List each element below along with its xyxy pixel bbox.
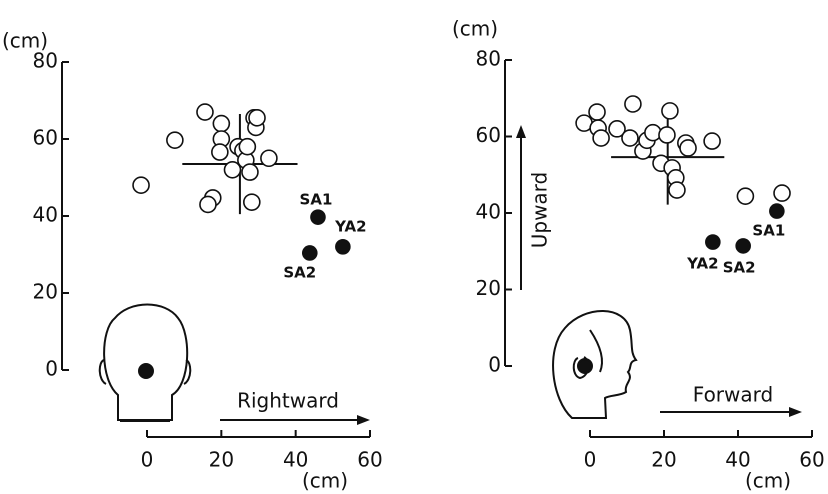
y-tick-label: 80 [476,47,501,71]
x-axis-unit: (cm) [745,469,791,493]
arrowhead [357,415,370,425]
y-tick-label: 60 [476,123,501,147]
open-point [248,109,266,127]
filled-point [301,245,318,261]
y-tick-label: 80 [33,49,58,73]
direction-label: Upward [528,172,552,249]
point-label: SA1 [752,222,785,240]
open-point [243,193,261,211]
point-label: SA2 [283,263,316,281]
open-point [661,102,679,120]
direction-label: Forward [693,383,773,407]
open-point [199,195,217,214]
head-side-icon [552,310,638,419]
y-tick-label: 20 [476,276,501,300]
x-tick-label: 60 [799,448,824,472]
x-tick-label: 60 [357,448,382,472]
filled-point [705,234,721,250]
open-point [773,184,791,202]
open-point [624,95,642,113]
y-tick-label: 0 [488,353,501,377]
point-label: SA1 [300,191,333,209]
x-tick-label: 20 [651,448,676,472]
arrowhead [516,125,526,138]
x-tick-label: 40 [283,448,308,472]
open-point [260,149,278,168]
y-tick-label: 40 [33,203,58,227]
y-axis-unit: (cm) [452,17,498,41]
point-label: SA2 [723,258,756,276]
y-tick-label: 20 [33,280,58,304]
y-axis-unit: (cm) [2,29,48,53]
y-tick-label: 0 [45,357,58,381]
filled-point [735,238,751,254]
arrowhead [789,407,802,417]
y-tick-label: 40 [476,200,501,224]
open-point [132,176,150,194]
y-tick-label: 60 [33,126,58,150]
filled-point [769,203,785,219]
open-point [588,103,606,121]
open-point [736,187,755,205]
point-label: YA2 [686,255,718,273]
open-point [166,131,184,149]
open-point [679,139,697,157]
open-point [658,126,676,144]
filled-point [310,209,326,225]
x-axis-unit: (cm) [302,469,348,493]
x-tick-label: 0 [141,448,154,472]
open-point [608,120,626,138]
open-point [668,181,686,199]
open-point [211,143,229,161]
open-point [241,163,259,181]
x-tick-label: 40 [725,448,750,472]
filled-point [335,239,351,255]
open-point [238,137,257,156]
head-rear-icon [98,303,192,422]
open-point [592,129,610,147]
point-label: YA2 [334,217,366,235]
open-point [703,132,721,150]
open-point [212,114,231,133]
x-tick-label: 20 [209,448,234,472]
x-tick-label: 0 [584,448,597,472]
open-point [196,103,214,121]
direction-label: Rightward [237,389,339,413]
open-point [621,129,639,147]
open-point [223,161,242,179]
